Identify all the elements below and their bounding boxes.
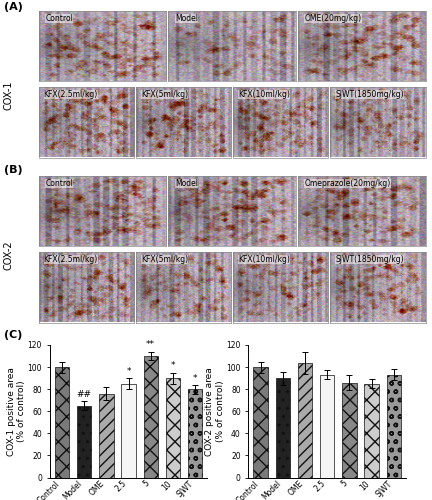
Text: (B): (B) bbox=[4, 165, 23, 175]
Bar bbox=[121, 384, 136, 478]
Text: ##: ## bbox=[76, 390, 92, 399]
Text: Control: Control bbox=[45, 14, 73, 23]
Text: KFX(10ml/kg): KFX(10ml/kg) bbox=[238, 256, 290, 264]
Text: KFX(5ml/kg): KFX(5ml/kg) bbox=[141, 256, 188, 264]
Bar bbox=[188, 389, 202, 478]
Text: Model: Model bbox=[175, 179, 198, 188]
Bar bbox=[298, 362, 312, 478]
Text: COX-1: COX-1 bbox=[3, 80, 14, 110]
Text: *: * bbox=[193, 374, 197, 382]
Bar bbox=[99, 394, 114, 477]
Text: **: ** bbox=[146, 340, 155, 349]
Text: KFX(5ml/kg): KFX(5ml/kg) bbox=[141, 90, 188, 100]
Text: KFX(2.5ml/kg): KFX(2.5ml/kg) bbox=[44, 90, 98, 100]
Text: SJWT(1850mg/kg): SJWT(1850mg/kg) bbox=[335, 90, 404, 100]
Text: Model: Model bbox=[175, 14, 198, 23]
Text: SJWT(1850mg/kg): SJWT(1850mg/kg) bbox=[335, 256, 404, 264]
Text: KFX(2.5ml/kg): KFX(2.5ml/kg) bbox=[44, 256, 98, 264]
Bar bbox=[143, 356, 158, 478]
Text: OME(20mg/kg): OME(20mg/kg) bbox=[305, 14, 362, 23]
Y-axis label: COX-1 positive area
(% of control): COX-1 positive area (% of control) bbox=[7, 367, 26, 456]
Bar bbox=[55, 367, 69, 478]
Text: Control: Control bbox=[45, 179, 73, 188]
Y-axis label: COX-2 positive area
(% of control): COX-2 positive area (% of control) bbox=[206, 367, 225, 456]
Bar bbox=[320, 375, 334, 478]
Bar bbox=[166, 378, 180, 478]
Bar bbox=[365, 384, 379, 478]
Bar bbox=[276, 378, 290, 478]
Bar bbox=[77, 406, 91, 477]
Text: *: * bbox=[126, 367, 131, 376]
Bar bbox=[254, 367, 268, 478]
Text: KFX(10ml/kg): KFX(10ml/kg) bbox=[238, 90, 290, 100]
Text: COX-2: COX-2 bbox=[3, 240, 14, 270]
Text: *: * bbox=[171, 362, 175, 370]
Text: (C): (C) bbox=[4, 330, 23, 340]
Text: (A): (A) bbox=[4, 2, 23, 12]
Bar bbox=[342, 382, 357, 478]
Bar bbox=[387, 375, 401, 478]
Text: Omeprazole(20mg/kg): Omeprazole(20mg/kg) bbox=[305, 179, 391, 188]
